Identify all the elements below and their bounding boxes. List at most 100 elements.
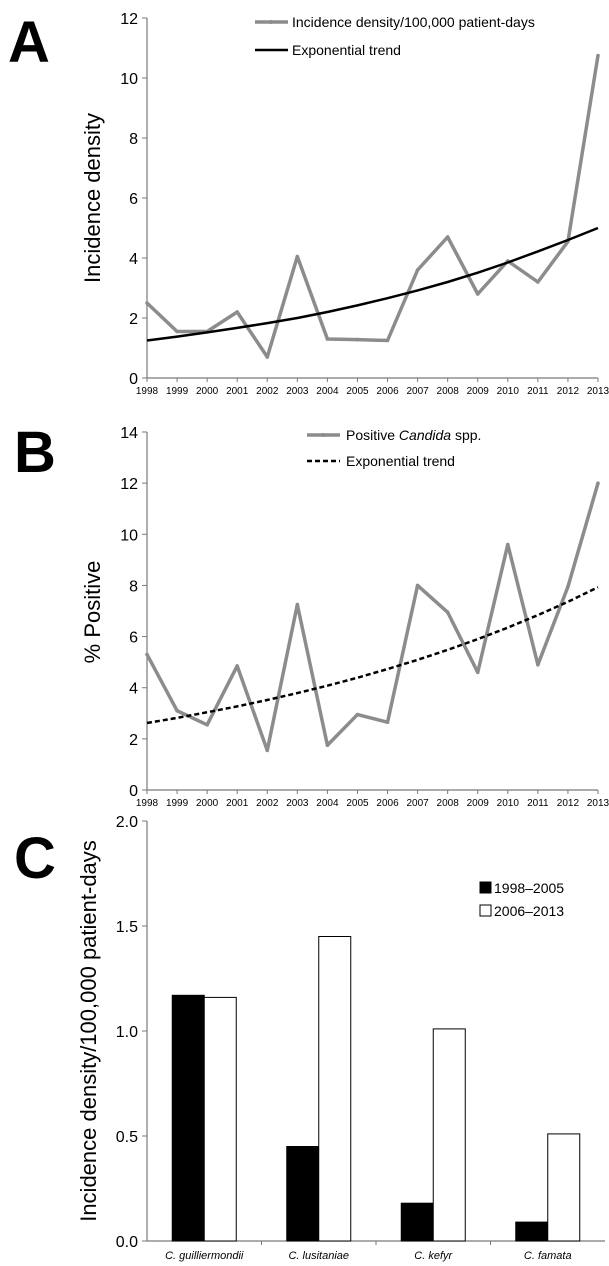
- y-tick-label: 4: [129, 251, 138, 268]
- data-point: [596, 53, 600, 58]
- bar-1998-2005: [286, 1146, 320, 1242]
- y-tick-label: 0.0: [116, 1234, 138, 1251]
- data-point: [415, 268, 420, 272]
- panel-b: B % Positive 0 2 4 6 8 10 12 14 1998 1999 2000 2001 20…: [14, 420, 609, 809]
- x-tick-label: 2004: [316, 798, 339, 809]
- y-tick-label: 14: [120, 425, 138, 442]
- data-point: [596, 481, 600, 485]
- data-point: [355, 337, 360, 342]
- bar-1998-2005: [171, 994, 205, 1242]
- x-tick-label: 2010: [497, 386, 520, 397]
- data-point: [145, 652, 149, 657]
- y-tick-label: 4: [129, 681, 138, 698]
- x-tick-label: 2008: [437, 386, 460, 397]
- y-tick-label: 2: [129, 311, 138, 328]
- legend-label-part: spp.: [451, 427, 481, 443]
- x-tick-label: 2000: [196, 386, 219, 397]
- y-tick-label: 0: [129, 371, 138, 388]
- data-point: [145, 301, 149, 305]
- x-category-label: C. famata: [524, 1250, 572, 1262]
- y-tick-label: 10: [120, 71, 138, 88]
- data-point: [415, 583, 420, 588]
- x-tick-label: 2006: [376, 798, 399, 809]
- x-tick-label: 2009: [467, 798, 490, 809]
- data-point: [385, 720, 390, 725]
- x-category-label: C. lusitaniae: [288, 1250, 349, 1262]
- series-line-incidence-density: [145, 55, 600, 359]
- bar-2006-2013: [547, 1133, 581, 1242]
- data-point: [566, 584, 570, 589]
- data-point: [325, 743, 330, 748]
- data-point: [235, 664, 239, 668]
- y-axis-label: % Positive: [80, 561, 105, 664]
- data-point: [445, 235, 450, 239]
- legend-swatch-2006-2013: [479, 904, 492, 917]
- bar-1998-2005: [515, 1221, 549, 1242]
- legend-label-trend: Exponential trend: [292, 42, 401, 58]
- y-tick-label: 8: [129, 131, 138, 148]
- x-tick-label: 2007: [406, 386, 429, 397]
- x-tick-label: 1998: [136, 798, 159, 809]
- x-tick-label: 2011: [527, 386, 549, 397]
- x-tick-label: 1998: [136, 386, 159, 397]
- legend-label-part: Candida: [399, 427, 451, 443]
- data-point: [295, 254, 300, 259]
- data-point: [235, 310, 239, 314]
- legend-label-trend: Exponential trend: [346, 453, 455, 469]
- bar-1998-2005: [400, 1202, 434, 1242]
- data-point: [325, 337, 330, 341]
- y-axis-label: Incidence density: [80, 113, 105, 283]
- x-tick-label: 2012: [557, 386, 580, 397]
- x-tick-label: 2002: [256, 386, 279, 397]
- x-tick-label: 2000: [196, 798, 219, 809]
- y-tick-label: 8: [129, 578, 138, 595]
- x-tick-label: 2013: [587, 798, 609, 809]
- x-tick-label: 2008: [437, 798, 460, 809]
- y-tick-label: 0.5: [116, 1129, 138, 1146]
- y-tick-label: 2: [129, 732, 138, 749]
- bar-2006-2013: [432, 1028, 466, 1242]
- trend-line: [146, 226, 599, 342]
- x-tick-label: 2013: [587, 386, 609, 397]
- x-tick-label: 2009: [467, 386, 490, 397]
- x-tick-label: 2006: [376, 386, 399, 397]
- bar-2006-2013: [318, 936, 352, 1242]
- legend-swatch-1998-2005: [479, 881, 492, 894]
- series-line-positive-candida: [145, 482, 600, 753]
- bar-2006-2013: [203, 996, 237, 1242]
- y-axis-label: Incidence density/100,000 patient-days: [76, 840, 101, 1222]
- data-point: [445, 610, 450, 615]
- y-tick-label: 2.0: [116, 814, 138, 831]
- data-point: [175, 329, 179, 334]
- data-point: [265, 355, 270, 359]
- data-point: [536, 662, 540, 667]
- x-tick-label: 1999: [166, 386, 189, 397]
- data-point: [385, 338, 390, 343]
- panel-a: A Incidence density 0 2 4 6 8 10 12 1998 1999 2000 2…: [8, 10, 609, 397]
- x-tick-label: 2012: [557, 798, 580, 809]
- x-category-label: C. guilliermondii: [165, 1250, 244, 1262]
- data-point: [536, 280, 540, 284]
- x-tick-label: 1999: [166, 798, 189, 809]
- x-tick-label: 2002: [256, 798, 279, 809]
- y-tick-label: 6: [129, 630, 138, 647]
- data-point: [205, 722, 209, 727]
- legend-label-1998-2005: 1998–2005: [494, 880, 564, 896]
- panel-letter-a: A: [8, 10, 50, 75]
- data-point: [265, 748, 270, 753]
- x-tick-label: 2011: [527, 798, 549, 809]
- x-tick-label: 2001: [226, 386, 249, 397]
- trend-line: [146, 586, 599, 725]
- x-tick-label: 2003: [286, 798, 309, 809]
- legend-label-2006-2013: 2006–2013: [494, 903, 564, 919]
- data-point: [506, 542, 510, 547]
- data-point: [475, 292, 480, 296]
- data-point: [175, 708, 179, 713]
- y-tick-label: 0: [129, 783, 138, 800]
- legend-swatch-marker: [269, 20, 273, 24]
- x-tick-label: 2004: [316, 386, 339, 397]
- panel-c: C Incidence density/100,000 patient-days 0…: [14, 814, 605, 1262]
- y-tick-label: 12: [120, 11, 138, 28]
- x-tick-label: 2007: [406, 798, 429, 809]
